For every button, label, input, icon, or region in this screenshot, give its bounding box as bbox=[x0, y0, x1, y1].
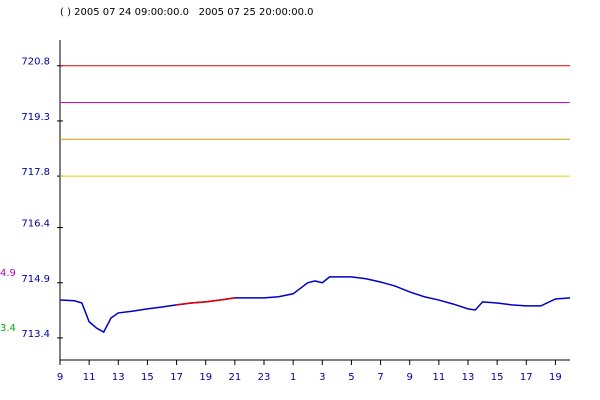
x-tick-label: 7 bbox=[377, 372, 383, 383]
x-tick-label: 17 bbox=[520, 372, 533, 383]
data-line bbox=[59, 276, 571, 334]
x-tick-label: 21 bbox=[228, 372, 241, 383]
y-tick-label: 714.9 bbox=[21, 274, 50, 285]
x-tick-label: 19 bbox=[199, 372, 212, 383]
x-tick-label: 11 bbox=[83, 372, 96, 383]
y-tick-label: 716.4 bbox=[21, 219, 50, 230]
x-tick-label: 1 bbox=[290, 372, 296, 383]
x-tick-label: 23 bbox=[258, 372, 271, 383]
y-tick-label: 720.8 bbox=[21, 57, 50, 68]
chart-title: ( ) 2005 07 24 09:00:00.0 2005 07 25 20:… bbox=[60, 7, 313, 18]
x-tick-label: 3 bbox=[319, 372, 325, 383]
y-tick-label: 717.8 bbox=[21, 167, 50, 178]
x-tick-label: 13 bbox=[112, 372, 125, 383]
x-tick-label: 13 bbox=[462, 372, 475, 383]
x-tick-label: 9 bbox=[57, 372, 63, 383]
x-tick-label: 9 bbox=[407, 372, 413, 383]
x-tick-label: 15 bbox=[491, 372, 504, 383]
limit-label: 4.9 bbox=[0, 268, 16, 279]
limit-label: 3.4 bbox=[0, 323, 16, 334]
x-tick-label: 19 bbox=[549, 372, 562, 383]
data-line bbox=[176, 297, 235, 306]
x-tick-label: 15 bbox=[141, 372, 154, 383]
y-tick-label: 713.4 bbox=[21, 329, 50, 340]
y-tick-label: 719.3 bbox=[21, 112, 50, 123]
x-tick-label: 11 bbox=[432, 372, 445, 383]
x-tick-label: 17 bbox=[170, 372, 183, 383]
x-tick-label: 5 bbox=[348, 372, 354, 383]
